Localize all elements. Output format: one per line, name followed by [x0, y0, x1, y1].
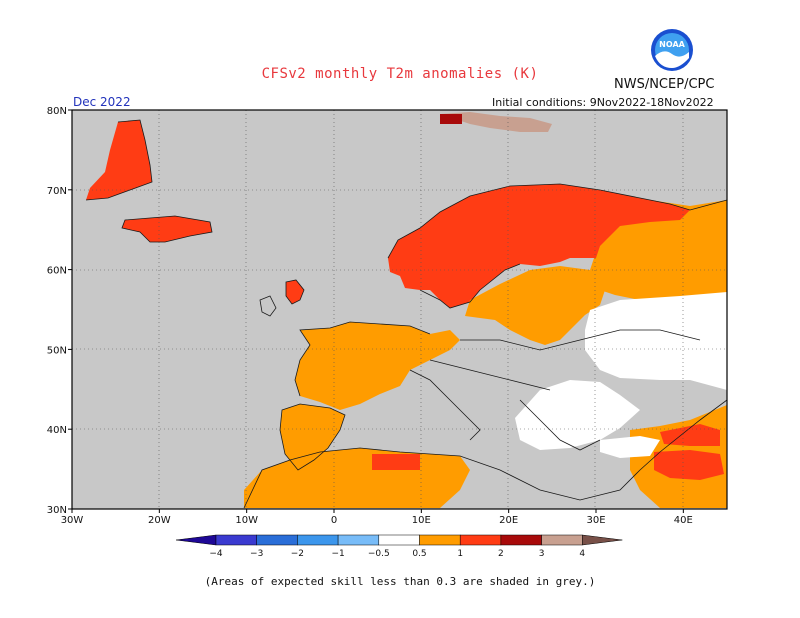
colorbar-segment — [215, 534, 257, 546]
lat-tick-label: 30N — [47, 505, 67, 516]
lon-tick-label: 10W — [235, 515, 258, 526]
graticule — [72, 110, 727, 509]
noaa-logo: NOAA — [651, 29, 693, 71]
initial-conditions-label: Initial conditions: 9Nov2022-18Nov2022 — [492, 96, 714, 109]
organization-label: NWS/NCEP/CPC — [614, 77, 715, 92]
svalbard-darkred — [440, 114, 462, 124]
colorbar-tick-label: 1 — [457, 549, 463, 559]
scandinavia-red — [388, 184, 690, 308]
n-africa-red — [372, 454, 420, 470]
valid-month-label: Dec 2022 — [73, 95, 131, 109]
logo-text: NOAA — [659, 40, 685, 49]
anomaly-fields — [86, 112, 727, 508]
lon-tick-label: 20W — [148, 515, 171, 526]
lat-tick-label: 60N — [47, 266, 67, 277]
lat-tick-label: 70N — [47, 186, 67, 197]
colorbar-max-arrow — [582, 534, 623, 546]
france-orange — [295, 322, 460, 410]
colorbar-legend: −4 −3 −2 −1 −0.5 0.5 1 2 3 4 — [175, 534, 623, 559]
lon-tick-label: 20E — [499, 515, 518, 526]
longitude-ticks: 30W 20W 10W 0 10E 20E 30E 40E — [61, 509, 693, 526]
lon-tick-label: 10E — [412, 515, 431, 526]
colorbar-segment — [297, 534, 339, 546]
lon-tick-label: 30W — [61, 515, 84, 526]
coastlines — [85, 119, 728, 509]
lat-tick-label: 50N — [47, 345, 67, 356]
lat-tick-label: 40N — [47, 425, 67, 436]
svalbard-brown — [440, 112, 552, 132]
colorbar-segment — [378, 534, 420, 546]
lon-tick-label: 40E — [674, 515, 693, 526]
latitude-ticks: 30N 40N 50N 60N 70N 80N — [47, 106, 72, 516]
colorbar-tick-label: −3 — [250, 549, 263, 559]
colorbar-tick-label: 3 — [539, 549, 545, 559]
colorbar-segment — [337, 534, 380, 546]
mideast-red — [654, 450, 724, 480]
colorbar-min-arrow — [175, 534, 217, 546]
chart-title: CFSv2 monthly T2m anomalies (K) — [261, 66, 539, 82]
colorbar-tick-label: −1 — [331, 549, 344, 559]
baltic-orange — [465, 266, 605, 345]
colorbar-segment — [541, 534, 583, 546]
colorbar-tick-label: 0.5 — [412, 549, 426, 559]
iberia-orange — [280, 404, 345, 470]
colorbar-segment — [500, 534, 542, 546]
lat-tick-label: 80N — [47, 106, 67, 117]
colorbar-tick-label: −0.5 — [368, 549, 390, 559]
ukraine-white — [585, 292, 727, 390]
anatolia-white — [600, 436, 660, 458]
colorbar-segment — [419, 534, 461, 546]
lon-tick-label: 30E — [586, 515, 605, 526]
uk-red — [286, 280, 304, 304]
map-frame — [71, 109, 728, 510]
greenland-red — [86, 120, 152, 200]
lon-tick-label: 0 — [331, 515, 337, 526]
colorbar-tick-label: 4 — [579, 549, 585, 559]
colorbar-segment — [459, 534, 502, 546]
colorbar-tick-label: −2 — [291, 549, 304, 559]
balkan-white — [515, 380, 640, 450]
iceland-red — [122, 216, 212, 242]
skill-footnote: (Areas of expected skill less than 0.3 a… — [204, 575, 596, 588]
colorbar-tick-label: −4 — [209, 549, 223, 559]
colorbar-segment — [256, 534, 298, 546]
colorbar-tick-label: 2 — [498, 549, 504, 559]
russia-orange — [590, 200, 727, 310]
